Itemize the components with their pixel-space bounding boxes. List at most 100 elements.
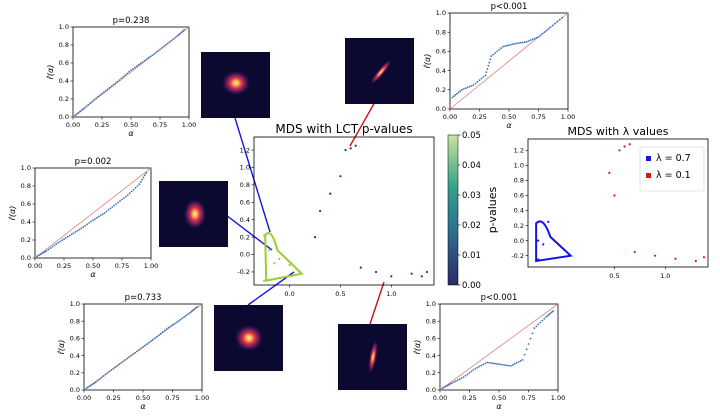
data-point — [143, 174, 146, 177]
data-point — [449, 383, 452, 385]
data-point — [169, 325, 172, 328]
data-point — [628, 143, 631, 146]
data-point — [41, 252, 43, 255]
data-point — [101, 213, 104, 216]
y-tick-label: 0.4 — [436, 67, 446, 75]
x-tick-label: 0.75 — [153, 121, 167, 129]
x-tick-label: 0.00 — [28, 262, 42, 270]
y-axis-label: r̂(α) — [7, 206, 17, 221]
data-point — [478, 365, 481, 368]
mds-lambda-plot: MDS with λ values 0.5 1.0 -0.2 0.0 0.2 0.4 0.6 0… — [511, 125, 709, 280]
data-point — [91, 383, 94, 386]
data-point — [539, 321, 542, 324]
data-point — [523, 41, 526, 44]
data-point — [454, 380, 457, 383]
data-point — [486, 361, 489, 364]
data-point — [79, 110, 81, 113]
y-tick-label: 0.6 — [21, 200, 31, 208]
data-point — [515, 42, 518, 45]
data-point — [496, 363, 498, 365]
y-tick-label: 0.4 — [21, 218, 31, 226]
connector-line — [234, 117, 271, 233]
y-tick-label: 0.0 — [436, 105, 446, 113]
data-point — [168, 41, 171, 43]
data-point — [494, 362, 496, 365]
data-point — [140, 347, 142, 350]
data-point — [466, 86, 469, 89]
chart-title: MDS with λ values — [567, 125, 668, 138]
data-point — [549, 26, 552, 29]
data-point — [136, 185, 139, 187]
cluster-loop — [264, 232, 304, 282]
data-point — [91, 100, 94, 103]
data-point — [142, 176, 145, 179]
x-tick-label: 0.50 — [492, 394, 506, 402]
cluster-loop — [535, 220, 573, 263]
pp-plot-bottom-right: p<0.001 0.00 0.25 0.50 0.75 1.00 0.0 0.2 0.4 0.6 0… — [412, 293, 565, 411]
data-point — [529, 39, 532, 42]
data-point — [82, 108, 84, 111]
data-point — [543, 31, 546, 34]
data-point — [132, 353, 135, 356]
data-point — [47, 248, 50, 251]
colorbar-tick-label: 0.04 — [462, 161, 481, 171]
legend: λ = 0.7 λ = 0.1 — [639, 146, 705, 192]
data-point — [550, 311, 553, 314]
mds-lct-plot: MDS with LCT p-values 0.0 0.5 1.0 -0.2 0.0 0.2… — [237, 122, 499, 298]
data-point — [119, 200, 121, 202]
data-point — [359, 266, 362, 269]
data-point — [45, 249, 48, 252]
data-point — [123, 197, 125, 199]
data-point — [537, 258, 540, 261]
data-point — [502, 363, 504, 366]
x-tick-label: 1.00 — [182, 121, 196, 129]
data-point — [82, 226, 85, 228]
heatmap-thumbnail — [338, 324, 407, 390]
data-point — [153, 337, 156, 340]
data-point — [177, 33, 180, 36]
data-point — [149, 55, 152, 58]
data-point — [66, 235, 69, 238]
data-point — [138, 348, 140, 351]
data-point — [55, 243, 58, 245]
data-point — [506, 44, 508, 47]
data-point — [145, 172, 148, 174]
data-point — [88, 222, 91, 224]
chart-title: p=0.733 — [125, 293, 162, 303]
data-point — [161, 47, 163, 49]
x-tick-label: 0.5 — [335, 290, 345, 298]
y-tick-label: 0.2 — [70, 369, 80, 377]
data-point — [145, 58, 148, 61]
data-point — [484, 74, 487, 77]
data-point — [90, 384, 92, 387]
data-point — [104, 373, 107, 376]
data-point — [618, 149, 621, 152]
data-point — [545, 316, 548, 318]
data-point — [138, 183, 141, 186]
data-point — [106, 88, 109, 90]
legend-label: λ = 0.7 — [656, 153, 691, 164]
data-point — [77, 111, 80, 114]
data-point — [112, 367, 115, 370]
data-point — [143, 59, 146, 62]
data-point — [450, 382, 453, 385]
data-point — [68, 234, 71, 237]
data-point — [390, 275, 393, 278]
data-point — [462, 376, 465, 378]
data-point — [654, 254, 657, 257]
data-point — [542, 243, 545, 246]
data-point — [96, 379, 99, 382]
data-point — [519, 360, 522, 362]
pp-plot-mid-left: p=0.002 0.00 0.25 0.50 0.75 1.00 0.0 0.2 0.4 0.6 0… — [7, 157, 158, 279]
data-point — [476, 366, 479, 369]
data-point — [130, 190, 133, 193]
pp-plot-bottom-left: p=0.733 0.00 0.25 0.50 0.75 1.00 0.0 0.2 0.4 0.6 0… — [56, 293, 209, 411]
y-tick-label: 0.6 — [70, 335, 80, 343]
data-point — [545, 29, 548, 32]
data-point — [500, 363, 502, 366]
x-tick-label: 1.00 — [551, 394, 565, 402]
x-tick-label: 0.25 — [57, 262, 71, 270]
data-point — [39, 253, 42, 256]
data-point — [166, 42, 169, 45]
colorbar-tick-label: 0.02 — [462, 221, 481, 231]
